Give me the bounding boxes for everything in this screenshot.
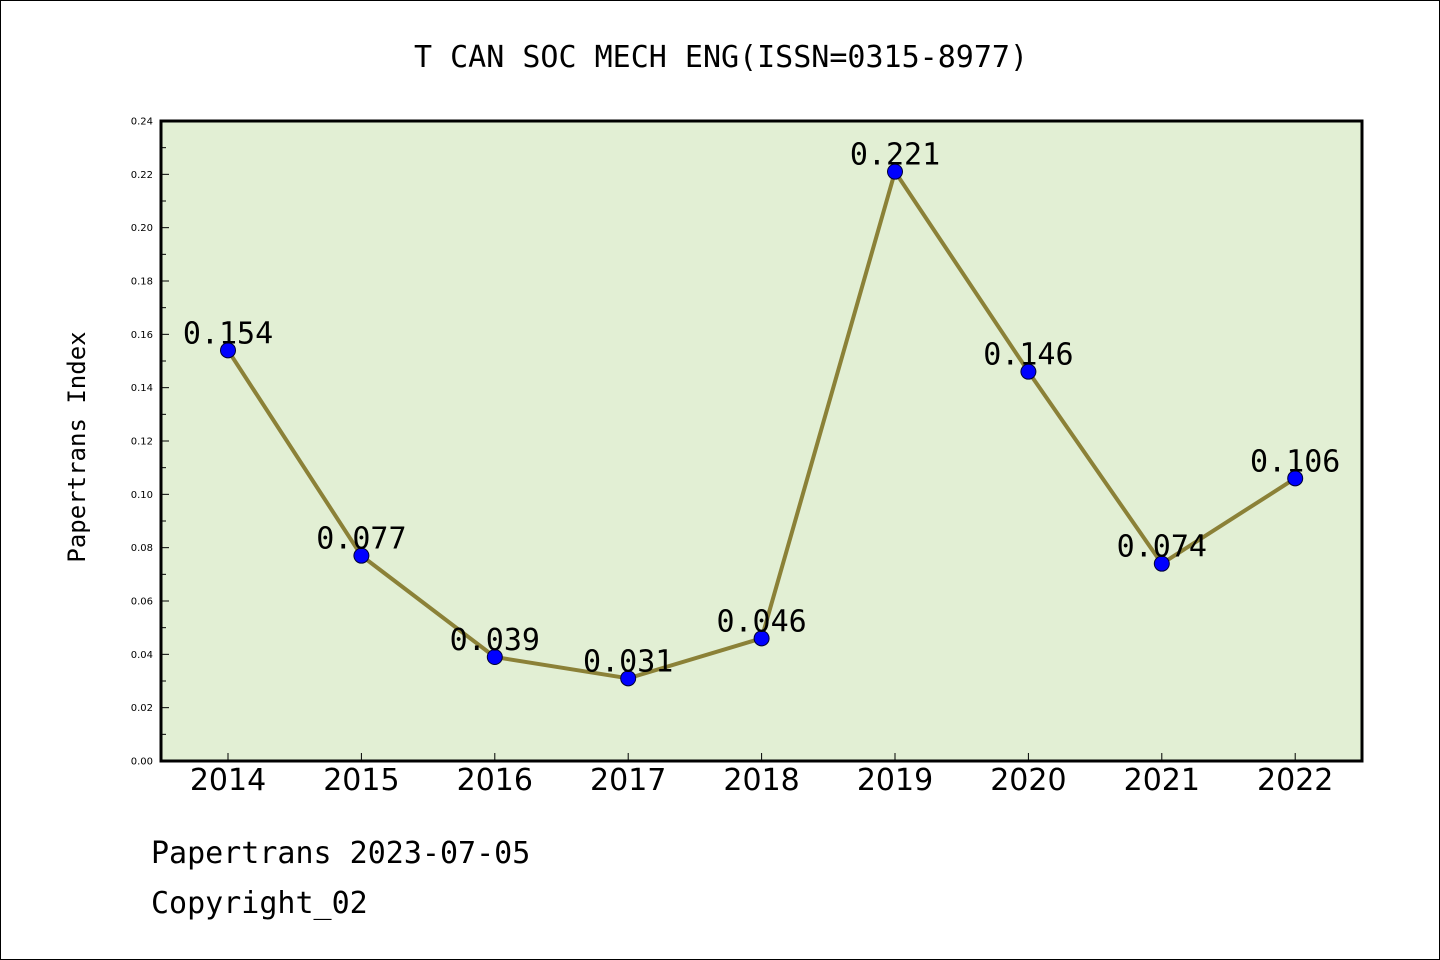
chart-title: T CAN SOC MECH ENG(ISSN=0315-8977) xyxy=(414,40,1028,75)
y-tick-label: 0.12 xyxy=(131,437,153,448)
data-label: 0.046 xyxy=(716,604,806,639)
y-tick-label: 0.14 xyxy=(131,383,153,394)
y-tick-label: 0.24 xyxy=(131,117,153,128)
plot-frame xyxy=(159,119,1364,763)
y-axis: 0.00 0.02 0.04 0.06 0.08 0.10 0.12 0.14 0.16 0.18… xyxy=(131,117,169,768)
x-tick-label: 2021 xyxy=(1124,763,1200,798)
data-label: 0.074 xyxy=(1117,530,1207,565)
data-point xyxy=(887,163,903,180)
plot-area xyxy=(161,121,1362,761)
x-tick-label: 2019 xyxy=(857,763,933,798)
data-point xyxy=(1287,470,1304,487)
data-label: 0.154 xyxy=(183,316,273,351)
x-tick-label: 2016 xyxy=(457,763,533,798)
data-label: 0.039 xyxy=(450,623,540,658)
data-labels: 0.154 0.077 0.039 0.031 0.046 0.221 0.146 0.074… xyxy=(183,138,1341,680)
data-label: 0.106 xyxy=(1250,444,1340,479)
y-tick-label: 0.10 xyxy=(131,490,153,501)
data-label: 0.031 xyxy=(583,644,673,679)
y-tick-label: 0.02 xyxy=(131,703,153,714)
data-label: 0.146 xyxy=(983,338,1073,373)
x-tick-label: 2022 xyxy=(1257,763,1333,798)
data-point xyxy=(620,670,637,687)
x-axis: 2014 2015 2016 2017 2018 2019 2020 2021 2022 xyxy=(190,753,1333,798)
y-tick-label: 0.08 xyxy=(131,543,153,554)
footer-copyright: Copyright_02 xyxy=(151,886,368,921)
y-tick-label: 0.04 xyxy=(131,650,153,661)
y-tick-label: 0.18 xyxy=(131,277,153,288)
y-axis-label: Papertrans Index xyxy=(63,331,91,562)
y-tick-label: 0.00 xyxy=(131,757,153,768)
data-point xyxy=(486,649,503,665)
y-tick-label: 0.22 xyxy=(131,170,153,181)
x-tick-label: 2017 xyxy=(590,763,666,798)
x-tick-label: 2015 xyxy=(323,763,399,798)
data-point xyxy=(753,630,770,647)
data-point xyxy=(220,342,236,359)
x-tick-label: 2018 xyxy=(723,763,799,798)
x-tick-label: 2014 xyxy=(190,763,266,798)
y-tick-label: 0.16 xyxy=(131,330,153,341)
x-tick-label: 2020 xyxy=(990,763,1066,798)
data-point xyxy=(1020,363,1037,380)
data-point xyxy=(1153,555,1170,572)
y-tick-label: 0.20 xyxy=(131,223,153,234)
data-points xyxy=(220,163,1304,687)
y-tick-label: 0.06 xyxy=(131,597,153,608)
data-label: 0.077 xyxy=(316,522,406,557)
data-label: 0.221 xyxy=(850,138,940,173)
footer-date: Papertrans 2023-07-05 xyxy=(151,836,531,871)
data-point xyxy=(353,547,370,564)
